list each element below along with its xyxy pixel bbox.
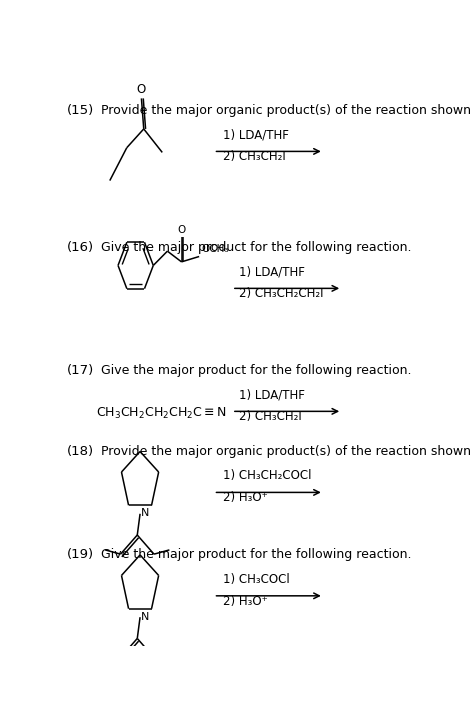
Text: (18): (18) — [66, 445, 94, 458]
Text: (15): (15) — [66, 104, 94, 117]
Text: 2) CH₃CH₂I: 2) CH₃CH₂I — [223, 150, 285, 163]
Text: 1) CH₃COCl: 1) CH₃COCl — [223, 573, 290, 586]
Text: OCH₃: OCH₃ — [201, 244, 228, 253]
Text: Provide the major organic product(s) of the reaction shown below.: Provide the major organic product(s) of … — [101, 445, 474, 458]
Text: CH$_3$CH$_2$CH$_2$CH$_2$C$\equiv$N: CH$_3$CH$_2$CH$_2$CH$_2$C$\equiv$N — [96, 406, 227, 420]
Text: (17): (17) — [66, 364, 94, 377]
Text: (16): (16) — [66, 241, 94, 254]
Text: 1) LDA/THF: 1) LDA/THF — [239, 388, 305, 401]
Text: O: O — [177, 224, 186, 234]
Text: (19): (19) — [66, 548, 94, 561]
Text: 1) CH₃CH₂COCl: 1) CH₃CH₂COCl — [223, 469, 311, 482]
Text: Give the major product for the following reaction.: Give the major product for the following… — [101, 241, 412, 254]
Text: 2) H₃O⁺: 2) H₃O⁺ — [223, 595, 267, 608]
Text: O: O — [137, 83, 146, 96]
Text: Give the major product for the following reaction.: Give the major product for the following… — [101, 364, 412, 377]
Text: 2) H₃O⁺: 2) H₃O⁺ — [223, 492, 267, 505]
Text: N: N — [141, 508, 149, 518]
Text: N: N — [141, 611, 149, 621]
Text: 2) CH₃CH₂I: 2) CH₃CH₂I — [239, 410, 302, 423]
Text: 1) LDA/THF: 1) LDA/THF — [239, 265, 305, 278]
Text: Provide the major organic product(s) of the reaction shown below.: Provide the major organic product(s) of … — [101, 104, 474, 117]
Text: Give the major product for the following reaction.: Give the major product for the following… — [101, 548, 412, 561]
Text: 2) CH₃CH₂CH₂I: 2) CH₃CH₂CH₂I — [239, 287, 324, 301]
Text: 1) LDA/THF: 1) LDA/THF — [223, 128, 289, 141]
